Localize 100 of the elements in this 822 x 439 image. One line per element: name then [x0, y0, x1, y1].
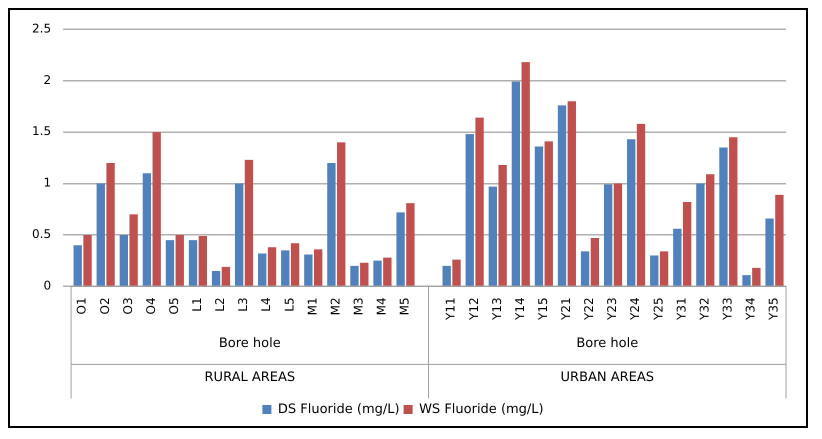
bar: [544, 141, 553, 286]
bar: [558, 105, 566, 286]
y-tick-label: 1: [43, 176, 52, 190]
bar: [142, 173, 152, 286]
bar: [106, 162, 115, 286]
bar: [442, 266, 451, 286]
bar: [614, 184, 622, 286]
x-tick-label: M5: [398, 297, 412, 316]
bar: [660, 251, 668, 286]
bar: [96, 184, 105, 286]
bar: [534, 146, 544, 286]
x-tick-label: M2: [328, 297, 342, 316]
bar: [696, 184, 705, 286]
x-tick-label: Y13: [490, 297, 504, 322]
bar: [268, 247, 276, 286]
x-tick-label: Y21: [559, 297, 574, 322]
x-tick-label: O5: [166, 297, 181, 314]
bar: [466, 134, 474, 286]
x-tick-label: Y35: [766, 297, 781, 322]
x-tick-label: Y15: [536, 297, 550, 322]
x-tick-label: L4: [259, 297, 274, 312]
x-tick-label: O2: [98, 297, 112, 314]
bar: [120, 234, 128, 286]
bar: [580, 251, 590, 286]
x-tick-label: M3: [351, 297, 366, 316]
x-tick-label: Y14: [512, 297, 527, 322]
bar: [166, 240, 174, 286]
y-tick-label: 1.5: [32, 124, 52, 138]
x-tick-label: Y33: [720, 297, 734, 322]
bar: [627, 139, 636, 286]
x-tick-label: Y25: [651, 297, 666, 322]
bar: [475, 118, 484, 286]
bar: [327, 162, 336, 286]
bar: [498, 165, 507, 286]
bar: [752, 268, 760, 286]
bar: [350, 266, 359, 286]
x-tick-label: M4: [374, 297, 389, 316]
bar: [198, 236, 207, 286]
bar: [742, 275, 751, 286]
bar: [234, 184, 244, 286]
bar: [222, 266, 230, 286]
bar: [765, 218, 774, 286]
bar: [129, 214, 138, 286]
bar: [258, 253, 266, 286]
text: URBAN AREAS: [560, 370, 654, 385]
bar: [650, 256, 658, 286]
x-tick-label: O1: [74, 297, 89, 314]
bar: [396, 212, 405, 286]
text: Bore hole: [218, 336, 281, 351]
x-tick-label: Y12: [466, 297, 481, 322]
bar: [383, 258, 392, 286]
x-tick-label: L3: [236, 297, 250, 312]
bar: [152, 132, 161, 286]
x-tick-label: Y23: [605, 297, 620, 322]
bar: [636, 124, 646, 286]
x-tick-label: Y22: [582, 297, 596, 322]
bar: [406, 203, 415, 286]
x-tick-label: M1: [305, 297, 320, 316]
x-tick-label: O4: [144, 297, 158, 314]
x-tick-label: Y31: [674, 297, 688, 322]
y-tick-label: 0.5: [32, 227, 52, 242]
bar: [729, 137, 738, 286]
bar: [682, 202, 692, 286]
legend-label: WS Fluoride (mg/L): [419, 402, 544, 417]
text: Bore hole: [576, 336, 638, 351]
bar: [360, 262, 368, 286]
x-tick-label: L5: [282, 297, 296, 312]
bar: [74, 245, 82, 286]
bar: [337, 142, 346, 286]
bar: [212, 270, 220, 286]
bar: [314, 249, 322, 286]
bar: [775, 194, 784, 286]
bar: [673, 228, 682, 286]
x-tick-label: Y32: [697, 297, 712, 322]
bar: [512, 82, 520, 286]
x-tick-label: O3: [120, 297, 135, 314]
bar: [706, 174, 714, 286]
x-tick-label: Y11: [444, 297, 458, 322]
bar: [719, 148, 728, 286]
bar: [244, 160, 254, 286]
bar: [568, 101, 576, 286]
bar: [304, 254, 312, 286]
bar: [176, 234, 184, 286]
bar: [522, 62, 530, 286]
text: RURAL AREAS: [204, 370, 296, 385]
x-tick-label: Y34: [744, 297, 758, 322]
x-tick-label: L1: [190, 297, 204, 312]
bar: [281, 250, 290, 286]
y-tick-label: 0: [43, 278, 52, 293]
bar: [83, 234, 92, 286]
bar: [488, 186, 497, 286]
bar: [452, 260, 461, 286]
legend-label: DS Fluoride (mg/L): [278, 402, 400, 417]
bar: [188, 240, 198, 286]
bar: [290, 243, 300, 286]
x-tick-label: Y24: [628, 297, 642, 322]
bar: [604, 184, 612, 286]
bar: [373, 260, 382, 286]
bar: [590, 238, 600, 286]
y-tick-label: 2: [43, 72, 52, 87]
